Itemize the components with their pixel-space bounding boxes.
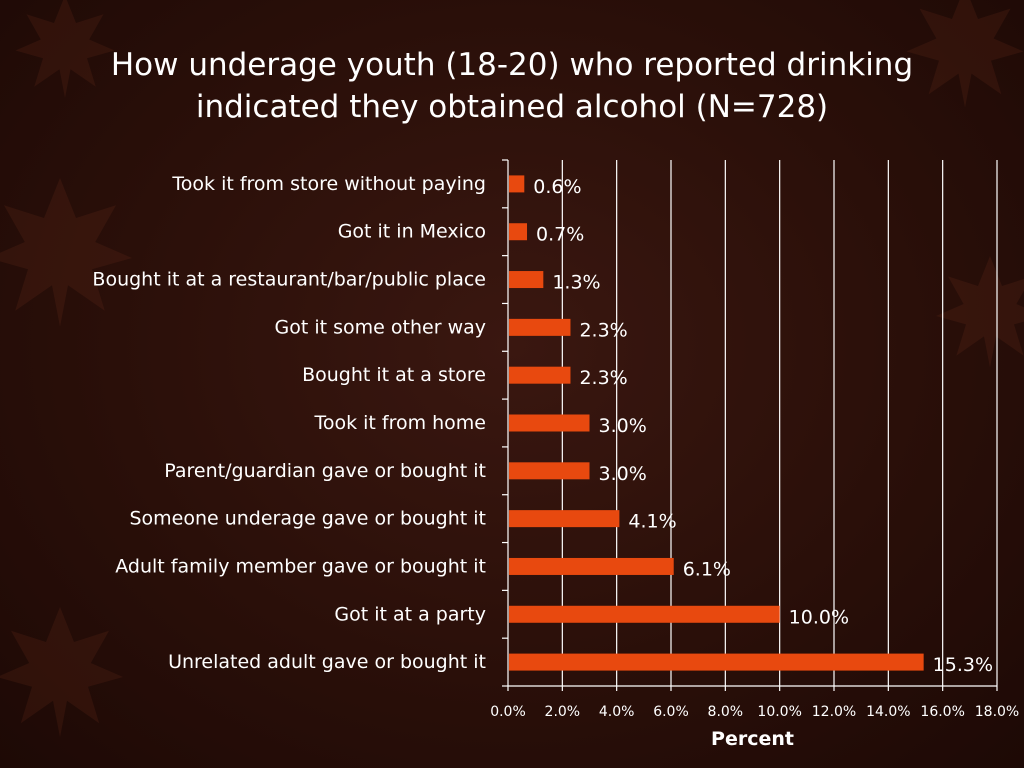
category-label: Took it from store without paying: [171, 173, 486, 195]
x-tick-label: 6.0%: [653, 704, 689, 720]
category-label: Took it from home: [313, 412, 486, 434]
bar: [509, 557, 674, 575]
x-tick-label: 18.0%: [975, 704, 1019, 720]
data-label: 1.3%: [552, 272, 600, 294]
bar: [509, 414, 590, 432]
bar: [509, 318, 571, 336]
x-tick-label: 4.0%: [599, 704, 635, 720]
bar: [509, 462, 590, 480]
data-label: 0.7%: [536, 224, 584, 246]
bar: [509, 510, 620, 528]
leaf-decoration-icon: [15, 0, 115, 98]
leaf-decoration-icon: [0, 607, 123, 738]
data-label: 10.0%: [789, 606, 849, 628]
x-tick-label: 0.0%: [490, 704, 526, 720]
data-label: 15.3%: [933, 654, 993, 676]
leaf-decoration-icon: [906, 0, 1024, 108]
category-label: Got it some other way: [275, 316, 486, 338]
chart-title-line-1: How underage youth (18-20) who reported …: [110, 47, 914, 83]
chart-title-line-2: indicated they obtained alcohol (N=728): [195, 89, 829, 125]
bar: [509, 223, 528, 241]
x-axis-title: Percent: [711, 728, 794, 750]
bar: [509, 605, 780, 623]
bar: [509, 653, 924, 671]
bar: [509, 366, 571, 384]
data-label: 2.3%: [579, 367, 627, 389]
data-label: 2.3%: [579, 319, 627, 341]
category-label: Bought it at a store: [302, 364, 486, 386]
category-label: Parent/guardian gave or bought it: [164, 460, 486, 482]
category-label: Someone underage gave or bought it: [129, 508, 486, 530]
leaf-decoration-icon: [0, 178, 132, 327]
category-label: Unrelated adult gave or bought it: [168, 651, 486, 673]
x-tick-label: 10.0%: [757, 704, 801, 720]
x-tick-label: 12.0%: [812, 704, 856, 720]
data-label: 0.6%: [533, 176, 581, 198]
data-label: 6.1%: [683, 558, 731, 580]
data-label: 4.1%: [628, 511, 676, 533]
x-tick-label: 2.0%: [545, 704, 581, 720]
category-label: Adult family member gave or bought it: [115, 555, 486, 577]
chart-title: How underage youth (18-20) who reported …: [0, 44, 1024, 128]
x-tick-label: 16.0%: [920, 704, 964, 720]
x-tick-label: 14.0%: [866, 704, 910, 720]
leaf-decoration-icon: [936, 256, 1024, 368]
data-label: 3.0%: [599, 463, 647, 485]
category-label: Bought it at a restaurant/bar/public pla…: [92, 269, 486, 291]
x-tick-label: 8.0%: [708, 704, 744, 720]
data-label: 3.0%: [599, 415, 647, 437]
bar: [509, 271, 544, 289]
category-label: Got it in Mexico: [338, 221, 486, 243]
bar: [509, 175, 525, 193]
category-label: Got it at a party: [334, 603, 486, 625]
